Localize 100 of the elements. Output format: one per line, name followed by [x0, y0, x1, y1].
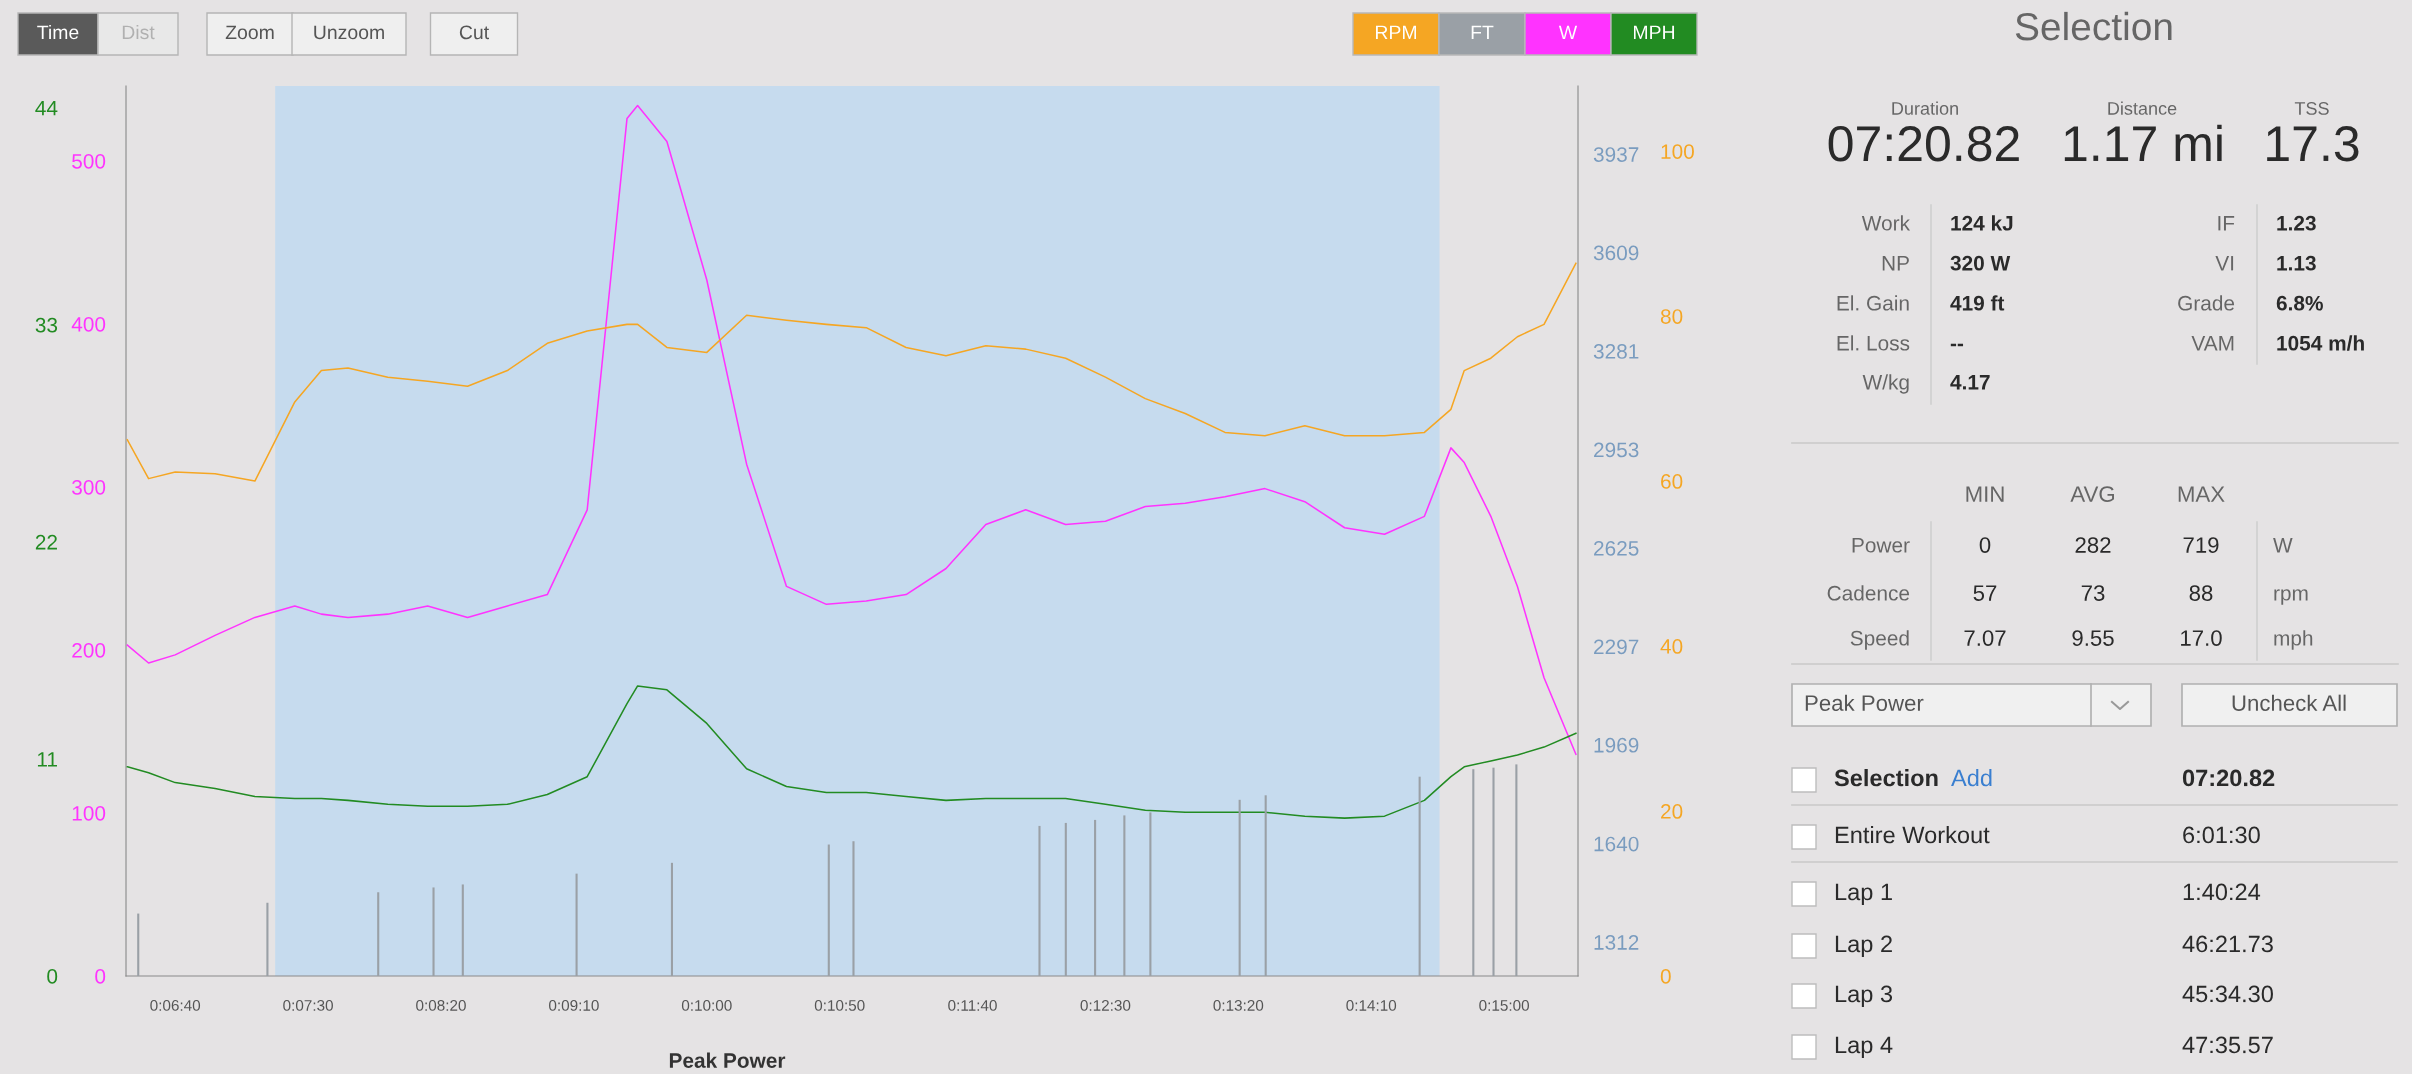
x-tick-label: 0:07:30	[283, 1000, 333, 1011]
text: TSS	[2294, 102, 2329, 115]
text: 1.17 mi	[2064, 124, 2222, 161]
text: 07:20.82	[1828, 126, 2019, 162]
x-tick-label: 0:06:40	[150, 1000, 201, 1011]
y2-tick-label: 20	[1661, 804, 1683, 819]
text: El. Gain	[1837, 295, 1909, 311]
x-tick-label: 0:12:30	[1080, 1000, 1131, 1011]
text: VI	[2215, 256, 2234, 271]
text: 07:20.82	[2182, 769, 2275, 787]
text: 6:01:30	[2183, 826, 2260, 844]
y-tick-label: 1640	[1594, 836, 1639, 852]
text: Add	[1951, 768, 1992, 787]
text: Power	[1852, 538, 1910, 553]
text: 419 ft	[1950, 295, 2005, 311]
text: W/kg	[1862, 374, 1909, 394]
y2-tick-label: 60	[1661, 474, 1683, 489]
x-tick-label: 0:14:10	[1346, 1000, 1397, 1011]
text: Lap 1	[1835, 883, 1892, 906]
y2-tick-label: 40	[1660, 639, 1683, 654]
y3-tick-label: 33	[35, 317, 58, 333]
x-tick-label: 0:10:00	[681, 1000, 732, 1011]
text: 46:21.73	[2182, 935, 2273, 953]
x-tick-label: 0:10:50	[814, 1000, 865, 1011]
text: 45:34.30	[2182, 985, 2273, 1003]
text: 1.23	[2277, 215, 2316, 231]
y2-tick-label: 80	[1660, 309, 1683, 324]
y3-tick-label: 11	[37, 752, 57, 767]
text: El. Loss	[1837, 335, 1910, 351]
text: Time	[37, 24, 79, 40]
text: Peak Power	[669, 1052, 786, 1068]
text: --	[1950, 343, 1964, 347]
line-series	[126, 104, 1577, 756]
text: IF	[2218, 216, 2235, 231]
text: Speed	[1850, 630, 1909, 650]
text: 282	[2075, 537, 2111, 553]
y-tick-label: 2625	[1594, 540, 1639, 556]
y-tick-label: 400	[71, 316, 106, 332]
y-tick-label: 0	[95, 969, 106, 984]
y3-tick-label: 44	[35, 100, 58, 116]
x-tick-label: 0:08:20	[416, 1000, 466, 1011]
text: Distance	[2108, 101, 2177, 115]
text: RPM	[1375, 25, 1417, 40]
text: 9.55	[2072, 630, 2114, 646]
text: 57	[1973, 585, 1997, 601]
text: Uncheck All	[2232, 694, 2346, 711]
x-tick-label: 0:11:40	[948, 1000, 997, 1011]
text: MAX	[2178, 486, 2225, 502]
y3-tick-label: 0	[47, 969, 58, 984]
y-tick-label: 1312	[1594, 935, 1639, 950]
text: FT	[1471, 25, 1494, 40]
text: 0	[1979, 537, 1991, 553]
text: AVG	[2070, 486, 2114, 502]
y-tick-label: 100	[72, 806, 106, 821]
x-tick-label: 0:15:00	[1479, 1000, 1530, 1011]
text: MPH	[1633, 25, 1675, 40]
text: 73	[2081, 585, 2105, 601]
text: 7.07	[1964, 630, 2006, 646]
y-tick-label: 3937	[1593, 147, 1639, 162]
text: mph	[2274, 630, 2313, 650]
y-tick-label: 2953	[1594, 442, 1639, 458]
y-tick-label: 3281	[1593, 344, 1639, 359]
text: W	[1558, 25, 1578, 40]
text: 1054 m/h	[2277, 335, 2364, 351]
y2-tick-label: 0	[1660, 969, 1671, 984]
text: 320 W	[1950, 255, 2011, 271]
text: VAM	[2191, 336, 2234, 351]
text: MIN	[1966, 486, 2004, 502]
y-tick-label: 2297	[1594, 639, 1639, 655]
text: 17.3	[2267, 126, 2359, 162]
text: Selection	[1834, 768, 1938, 787]
x-tick-label: 0:09:10	[549, 1000, 599, 1011]
text: Duration	[1892, 101, 1958, 115]
text: 47:35.57	[2182, 1036, 2273, 1054]
y-tick-label: 200	[72, 642, 106, 658]
text: Selection	[2015, 11, 2172, 41]
text: 17.0	[2181, 630, 2222, 646]
text: Work	[1861, 215, 1911, 231]
y-tick-label: 500	[72, 153, 106, 169]
text: Entire Workout	[1835, 825, 1990, 844]
text: Lap 4	[1835, 1036, 1893, 1059]
text: Grade	[2178, 295, 2235, 311]
text: 88	[2189, 585, 2213, 601]
text: 6.8%	[2276, 295, 2323, 311]
y2-tick-label: 100	[1661, 144, 1694, 159]
y-tick-label: 1969	[1594, 737, 1639, 753]
text: 719	[2183, 537, 2219, 553]
text: Unzoom	[314, 25, 384, 40]
line-series	[126, 685, 1577, 819]
y-tick-label: 3609	[1593, 245, 1639, 261]
text: W	[2273, 538, 2293, 553]
text: Dist	[122, 24, 155, 40]
text: Cut	[459, 25, 489, 40]
text: 124 kJ	[1951, 215, 2013, 231]
text: 1.13	[2277, 255, 2316, 271]
text: NP	[1882, 256, 1909, 271]
text: Peak Power	[1805, 694, 1924, 711]
text: Lap 2	[1835, 935, 1892, 958]
text: 4.17	[1950, 375, 1990, 390]
text: 1:40:24	[2183, 883, 2261, 901]
